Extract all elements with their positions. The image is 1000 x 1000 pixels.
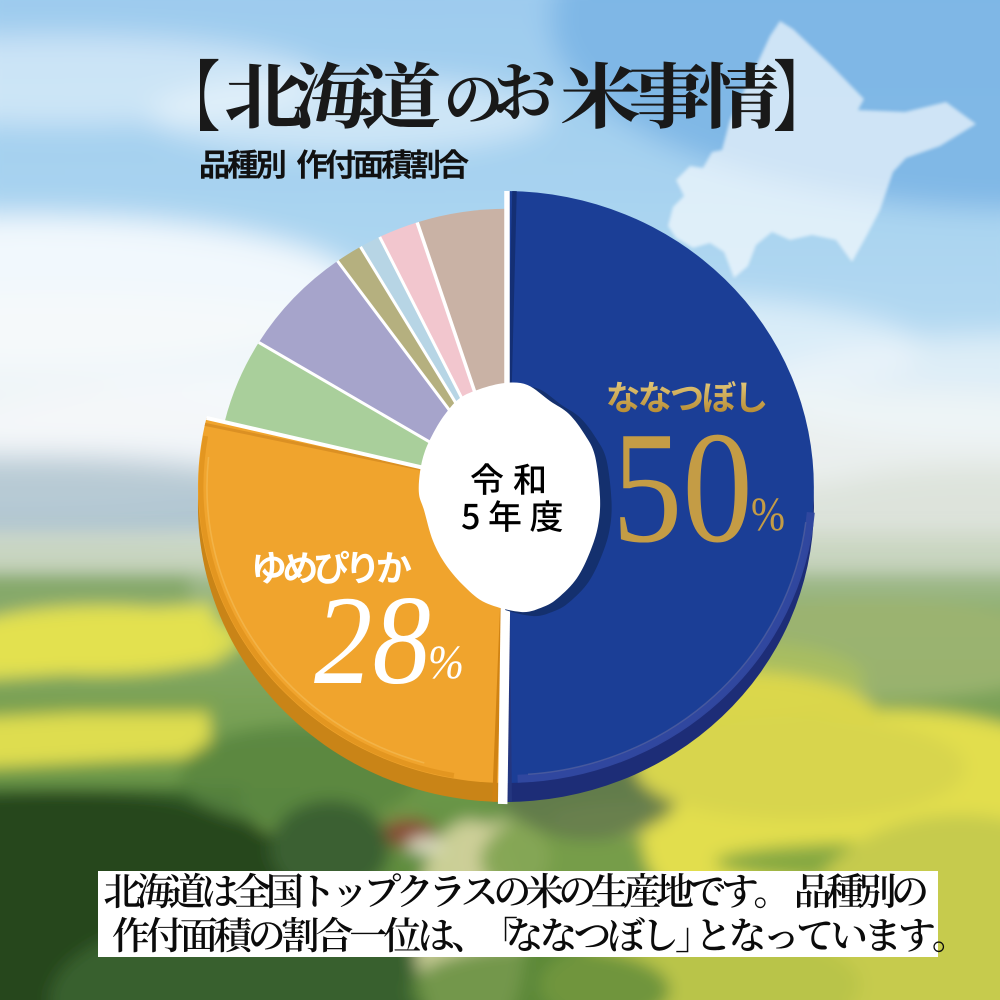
svg-text:28: 28: [314, 571, 431, 712]
svg-text:%: %: [751, 487, 785, 541]
svg-text:%: %: [428, 635, 464, 689]
svg-text:50: 50: [612, 399, 753, 576]
